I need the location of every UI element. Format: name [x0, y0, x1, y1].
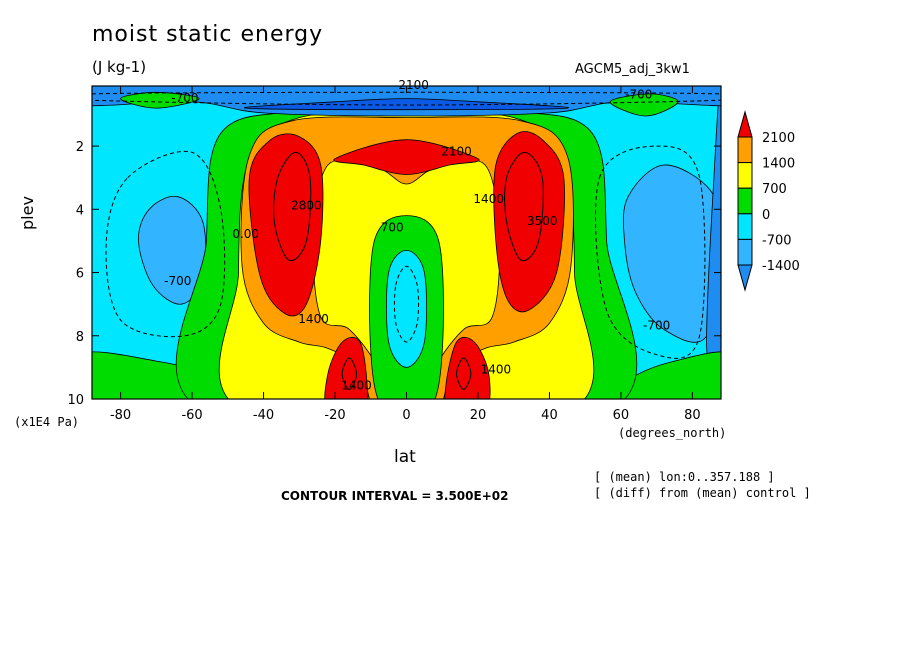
x-tick-label: -40 — [253, 408, 274, 423]
x-tick-label: 80 — [684, 408, 701, 423]
contour-eq-dash — [393, 265, 420, 343]
contour-label: -700 — [164, 274, 191, 288]
contour-south-dash-1 — [105, 150, 226, 338]
x-axis-units: (degrees_north) — [618, 426, 727, 440]
contour-label: 1400 — [473, 192, 504, 206]
chart-title: moist static energy — [92, 22, 324, 47]
contour-north-dash-1 — [594, 145, 706, 359]
difference-note: [ (diff) from (mean) control ] — [594, 486, 811, 500]
colorbar-label: -700 — [762, 233, 792, 248]
field-north-edge-minimum — [706, 87, 721, 385]
x-tick-label: -80 — [110, 408, 131, 423]
contour-south-low-inner — [341, 357, 358, 391]
y-axis-units: (x1E4 Pa) — [14, 415, 80, 429]
colorbar-bin — [737, 110, 753, 138]
x-tick-label: 20 — [470, 408, 487, 423]
contour-label-layer: -700 2100 -700 2100 1400 700 2800 1400 -700 -700 3… — [164, 78, 670, 392]
contour-fill-layer — [92, 86, 721, 399]
y-tick-label: 6 — [76, 267, 84, 282]
contour-line-layer — [92, 91, 721, 391]
x-tick-label: -60 — [181, 408, 202, 423]
x-tick-label: 40 — [541, 408, 558, 423]
colorbar-bin — [737, 213, 753, 240]
contour-label: 2800 — [291, 198, 322, 212]
chart-units: (J kg-1) — [92, 58, 147, 76]
y-tick-label: 8 — [76, 330, 84, 345]
averaging-note: [ (mean) lon:0..357.188 ] — [594, 470, 775, 484]
x-tick-label: -20 — [324, 408, 345, 423]
contour-label: 3500 — [527, 214, 558, 228]
colorbar-label: 0 — [762, 208, 770, 223]
y-tick-label: 10 — [67, 393, 84, 408]
contour-label: 1400 — [481, 363, 512, 377]
contour-north-low-inner — [455, 357, 472, 391]
field-upper-strong-blue — [244, 98, 569, 111]
colorbar-bin — [737, 264, 753, 292]
dataset-label: AGCM5_adj_3kw1 — [575, 62, 690, 77]
x-axis-label: lat — [394, 447, 416, 467]
field-south-max — [248, 133, 324, 317]
contour-label: -700 — [643, 318, 670, 332]
colorbar-bin — [737, 136, 753, 164]
field-south-low-max — [324, 336, 369, 399]
colorbar-label: 700 — [762, 182, 787, 197]
y-axis: 2 4 6 8 10 — [67, 140, 721, 408]
contour-label: -700 — [171, 91, 198, 105]
contour-label: 2100 — [441, 145, 472, 159]
field-equatorial-max — [333, 139, 480, 175]
colorbar-bin — [737, 187, 753, 215]
field-north-low-max — [444, 336, 491, 399]
contour-south-inner — [273, 151, 312, 262]
colorbar: 2100 1400 700 0 -700 -1400 — [737, 110, 800, 292]
x-tick-label: 0 — [402, 408, 410, 423]
contour-label: 1400 — [298, 312, 329, 326]
colorbar-bin — [737, 162, 753, 189]
colorbar-label: 2100 — [762, 131, 795, 146]
contour-upper-dash — [92, 91, 721, 106]
field-north-max — [493, 131, 565, 313]
x-axis: -80 -60 -40 -20 0 20 40 60 80 — [110, 86, 701, 423]
contour-north-inner — [504, 151, 544, 262]
contour-label: -700 — [625, 88, 652, 102]
contour-label: 2100 — [398, 78, 429, 92]
contour-interval-note: CONTOUR INTERVAL = 3.500E+02 — [281, 489, 509, 503]
contour-label: 700 — [381, 220, 404, 234]
y-tick-label: 2 — [76, 140, 84, 155]
contour-label: 1400 — [341, 379, 372, 393]
contour-label: 0.00 — [232, 227, 259, 241]
field-equatorial-minimum — [386, 249, 427, 368]
colorbar-label: -1400 — [762, 259, 800, 274]
x-tick-label: 60 — [613, 408, 630, 423]
y-tick-label: 4 — [76, 203, 84, 218]
colorbar-label: 1400 — [762, 157, 795, 172]
colorbar-bin — [737, 238, 753, 266]
